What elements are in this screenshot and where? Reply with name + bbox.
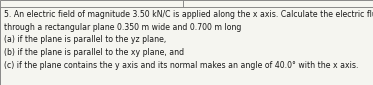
Text: through a rectangular plane 0.350 m wide and 0.700 m long: through a rectangular plane 0.350 m wide…	[4, 23, 242, 32]
Text: (b) if the plane is parallel to the xy plane, and: (b) if the plane is parallel to the xy p…	[4, 48, 185, 57]
Text: (c) if the plane contains the y axis and its normal makes an angle of 40.0° with: (c) if the plane contains the y axis and…	[4, 61, 359, 70]
Text: (a) if the plane is parallel to the yz plane,: (a) if the plane is parallel to the yz p…	[4, 35, 167, 44]
Text: 5. An electric field of magnitude 3.50 kN/C is applied along the x axis. Calcula: 5. An electric field of magnitude 3.50 k…	[4, 10, 373, 19]
